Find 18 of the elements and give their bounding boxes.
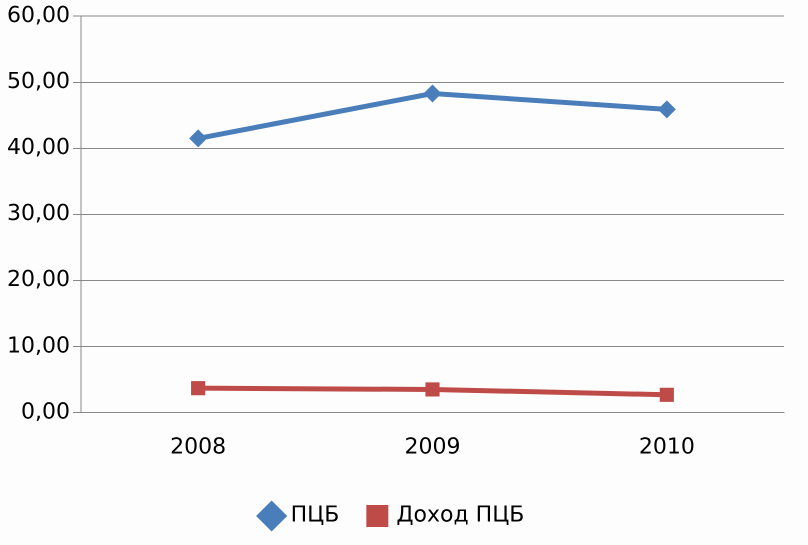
y-tick-label: 10,00	[6, 333, 70, 358]
y-tick-label: 20,00	[6, 267, 70, 292]
y-tick-label: 40,00	[6, 135, 70, 160]
y-tick-label: 0,00	[20, 399, 70, 424]
legend-label: Доход ПЦБ	[396, 502, 524, 528]
y-tick-label: 60,00	[6, 2, 70, 28]
point	[660, 388, 674, 402]
x-tick-label: 2009	[404, 434, 460, 460]
y-tick-label: 30,00	[6, 201, 70, 226]
x-tick-label: 2008	[170, 434, 226, 460]
point	[423, 84, 442, 102]
x-tick-label: 2010	[638, 434, 695, 460]
point	[191, 381, 206, 396]
point	[658, 100, 676, 118]
y-tick-label: 50,00	[6, 68, 70, 94]
legend-label: ПЦБ	[290, 502, 340, 528]
point	[425, 382, 440, 397]
point	[189, 129, 208, 148]
